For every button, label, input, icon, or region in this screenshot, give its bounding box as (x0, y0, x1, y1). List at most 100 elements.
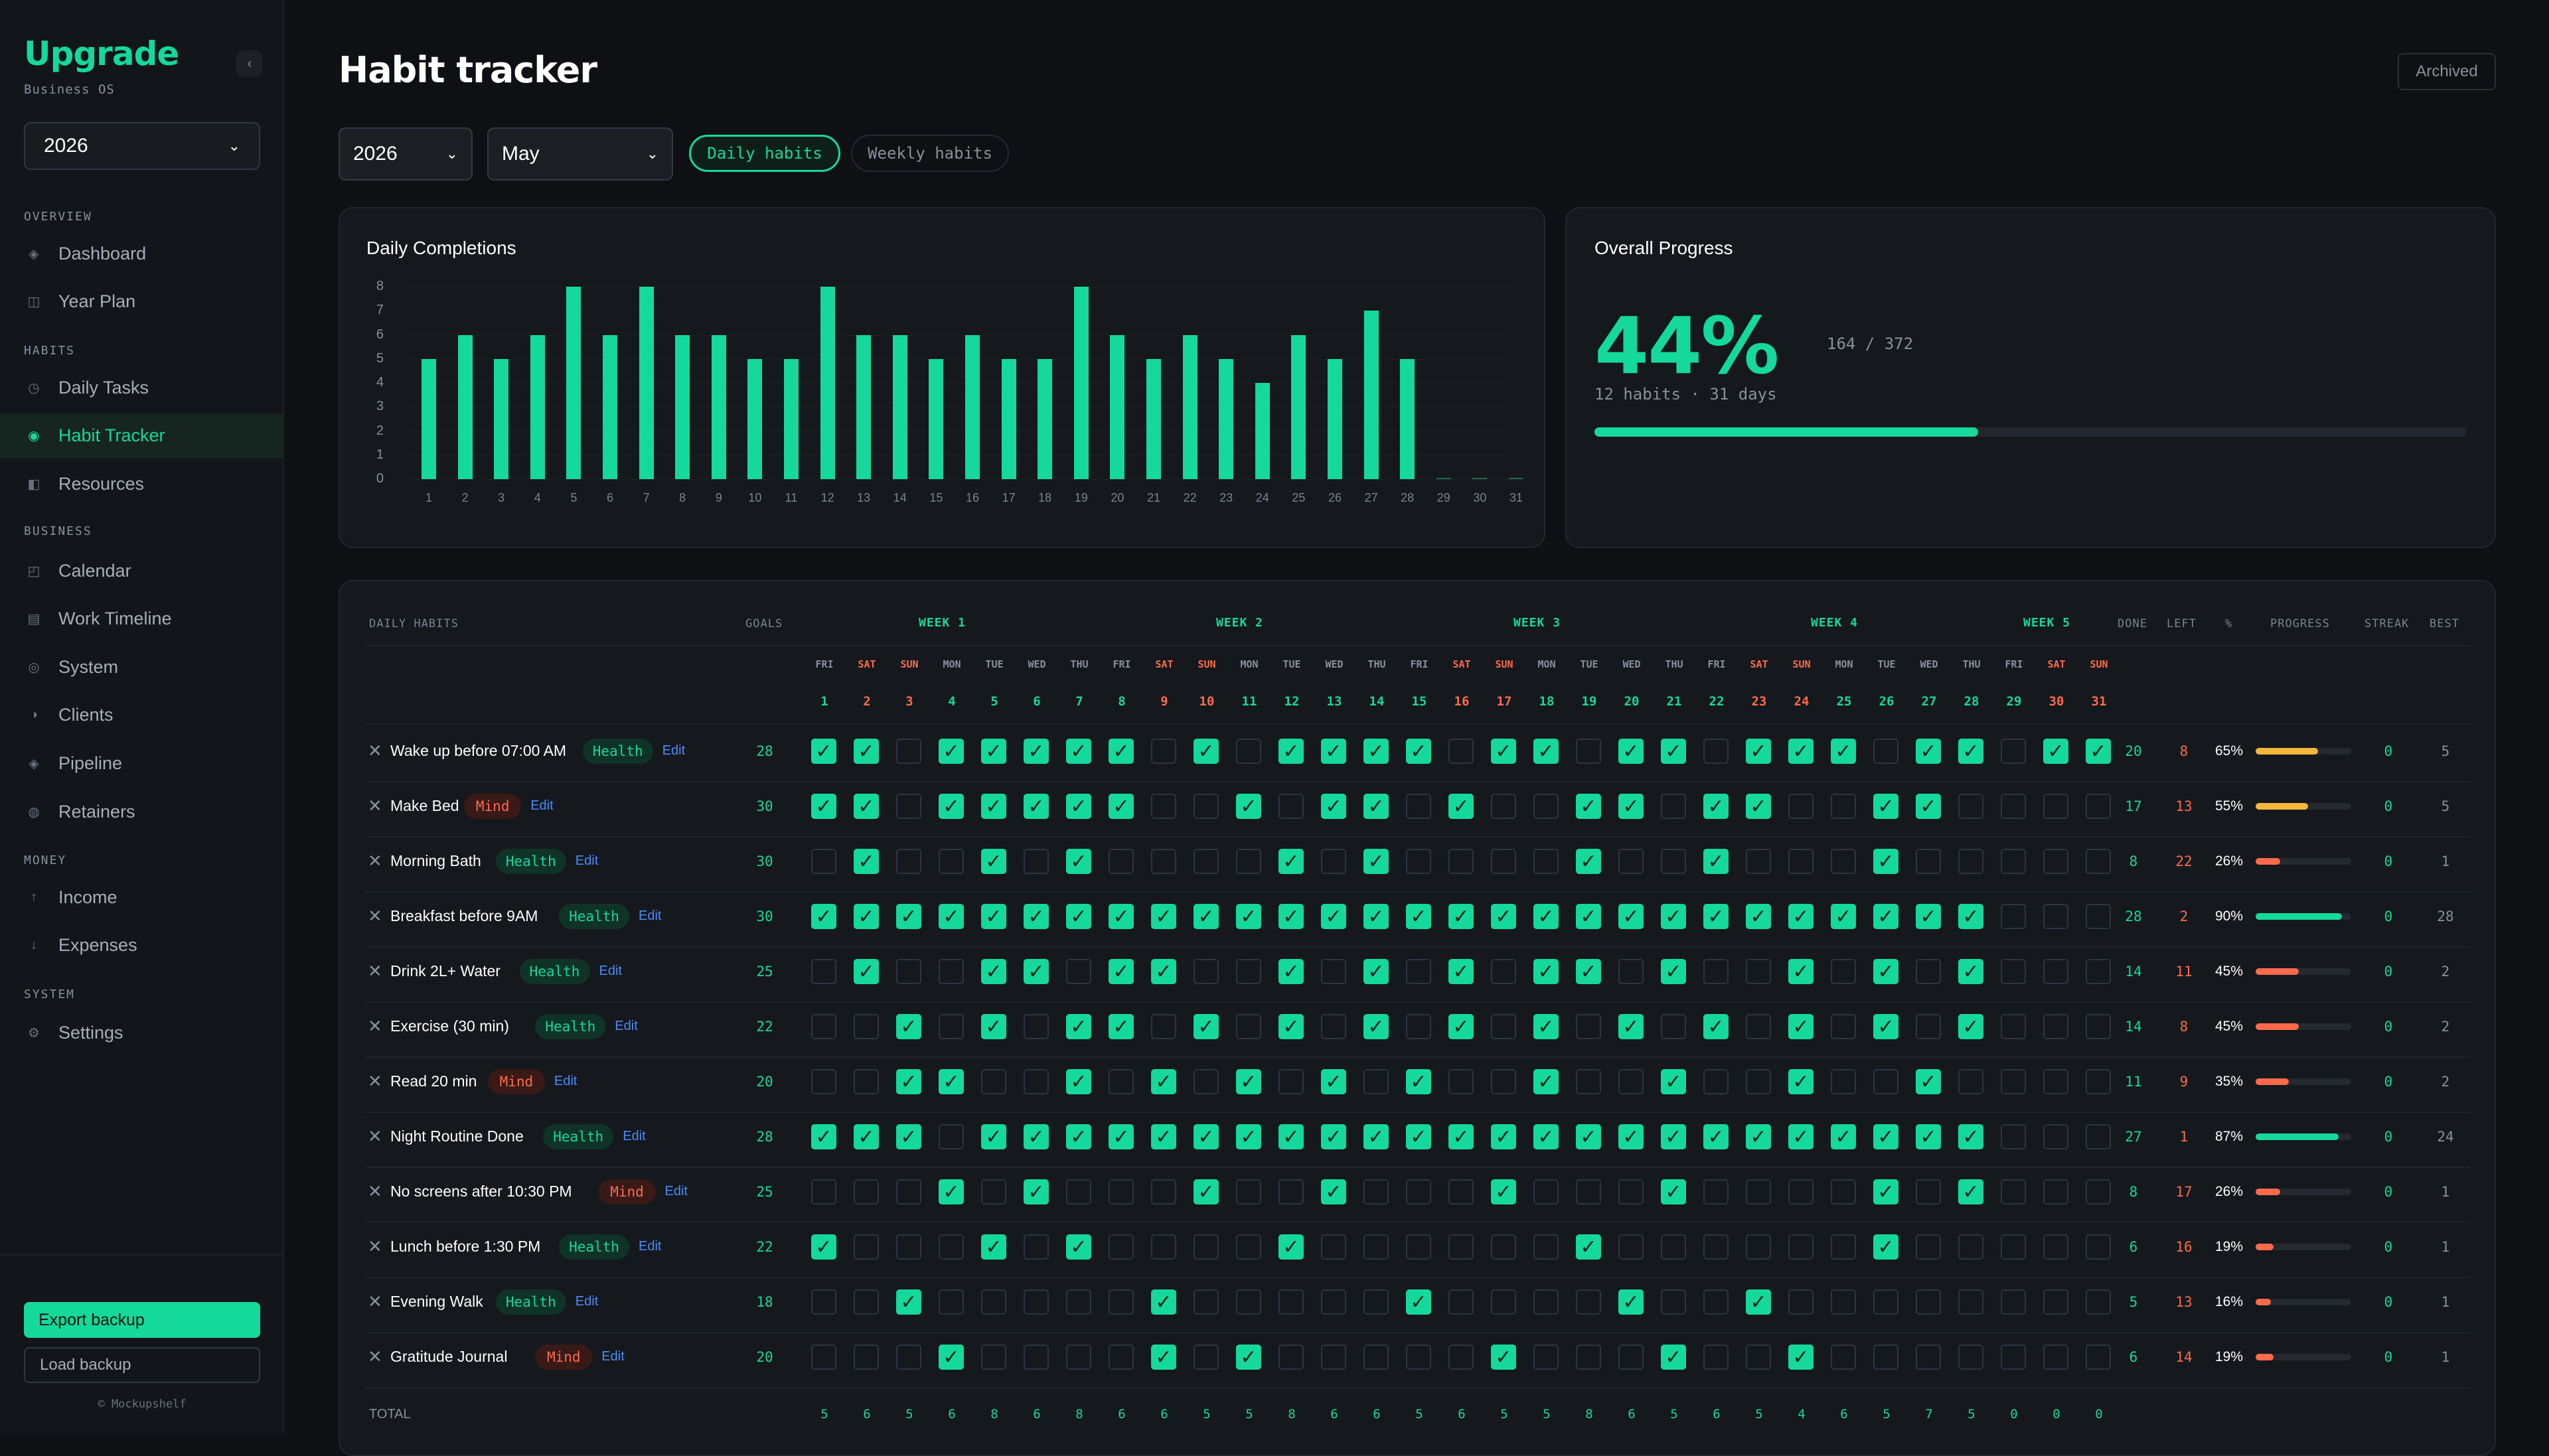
day-checkbox[interactable] (1109, 904, 1134, 929)
day-checkbox[interactable] (1236, 1234, 1261, 1260)
day-checkbox[interactable] (1321, 1014, 1346, 1039)
sidebar-item-year-plan[interactable]: ◫ Year Plan (0, 279, 284, 325)
day-checkbox[interactable] (939, 1234, 964, 1260)
day-checkbox[interactable] (811, 1179, 836, 1204)
day-checkbox[interactable] (1661, 1289, 1686, 1315)
day-checkbox[interactable] (1194, 1234, 1219, 1260)
day-checkbox[interactable] (1278, 1069, 1304, 1094)
delete-habit-icon[interactable]: ✕ (368, 1181, 382, 1201)
day-checkbox[interactable] (1109, 1069, 1134, 1094)
day-checkbox[interactable] (1533, 1289, 1559, 1315)
day-checkbox[interactable] (1363, 1014, 1389, 1039)
day-checkbox[interactable] (896, 1014, 921, 1039)
day-checkbox[interactable] (939, 1289, 964, 1315)
day-checkbox[interactable] (1321, 794, 1346, 819)
day-checkbox[interactable] (854, 1345, 879, 1370)
day-checkbox[interactable] (1448, 1234, 1474, 1260)
day-checkbox[interactable] (896, 1234, 921, 1260)
day-checkbox[interactable] (981, 904, 1006, 929)
day-checkbox[interactable] (1491, 904, 1516, 929)
day-checkbox[interactable] (854, 904, 879, 929)
day-checkbox[interactable] (1363, 1179, 1389, 1204)
day-checkbox[interactable] (1788, 1234, 1814, 1260)
day-checkbox[interactable] (1831, 1345, 1856, 1370)
day-checkbox[interactable] (1831, 794, 1856, 819)
day-checkbox[interactable] (1491, 1289, 1516, 1315)
day-checkbox[interactable] (1363, 739, 1389, 764)
day-checkbox[interactable] (1746, 904, 1771, 929)
day-checkbox[interactable] (1746, 1234, 1771, 1260)
day-checkbox[interactable] (1831, 959, 1856, 984)
day-checkbox[interactable] (811, 904, 836, 929)
day-checkbox[interactable] (1448, 739, 1474, 764)
day-checkbox[interactable] (1151, 959, 1176, 984)
day-checkbox[interactable] (1109, 1289, 1134, 1315)
day-checkbox[interactable] (1151, 1069, 1176, 1094)
day-checkbox[interactable] (1618, 959, 1644, 984)
day-checkbox[interactable] (1278, 794, 1304, 819)
day-checkbox[interactable] (1109, 1345, 1134, 1370)
day-checkbox[interactable] (1958, 1345, 1983, 1370)
day-checkbox[interactable] (1109, 794, 1134, 819)
day-checkbox[interactable] (1703, 794, 1729, 819)
day-checkbox[interactable] (1363, 1345, 1389, 1370)
day-checkbox[interactable] (1448, 1014, 1474, 1039)
delete-habit-icon[interactable]: ✕ (368, 1016, 382, 1036)
day-checkbox[interactable] (1618, 904, 1644, 929)
day-checkbox[interactable] (2086, 1234, 2111, 1260)
day-checkbox[interactable] (1278, 1124, 1304, 1149)
day-checkbox[interactable] (1363, 1124, 1389, 1149)
day-checkbox[interactable] (1236, 1179, 1261, 1204)
day-checkbox[interactable] (1321, 1289, 1346, 1315)
day-checkbox[interactable] (1194, 959, 1219, 984)
day-checkbox[interactable] (2086, 1179, 2111, 1204)
day-checkbox[interactable] (1236, 849, 1261, 874)
day-checkbox[interactable] (1491, 1179, 1516, 1204)
day-checkbox[interactable] (1491, 739, 1516, 764)
day-checkbox[interactable] (1066, 1289, 1091, 1315)
day-checkbox[interactable] (1151, 739, 1176, 764)
day-checkbox[interactable] (1831, 1124, 1856, 1149)
day-checkbox[interactable] (1066, 1069, 1091, 1094)
day-checkbox[interactable] (896, 1124, 921, 1149)
edit-habit-link[interactable]: Edit (662, 743, 686, 758)
day-checkbox[interactable] (1109, 1234, 1134, 1260)
day-checkbox[interactable] (1024, 1345, 1049, 1370)
day-checkbox[interactable] (981, 849, 1006, 874)
day-checkbox[interactable] (1831, 904, 1856, 929)
day-checkbox[interactable] (1958, 849, 1983, 874)
day-checkbox[interactable] (854, 1289, 879, 1315)
sidebar-item-habit-tracker[interactable]: ◉ Habit Tracker (0, 413, 284, 459)
day-checkbox[interactable] (1278, 1014, 1304, 1039)
day-checkbox[interactable] (1278, 959, 1304, 984)
day-checkbox[interactable] (1576, 1124, 1601, 1149)
day-checkbox[interactable] (1873, 1345, 1898, 1370)
day-checkbox[interactable] (1618, 1069, 1644, 1094)
day-checkbox[interactable] (939, 904, 964, 929)
day-checkbox[interactable] (1576, 739, 1601, 764)
edit-habit-link[interactable]: Edit (575, 853, 599, 868)
day-checkbox[interactable] (811, 739, 836, 764)
tab-daily-habits[interactable]: Daily habits (689, 135, 840, 172)
day-checkbox[interactable] (1618, 1014, 1644, 1039)
day-checkbox[interactable] (1703, 739, 1729, 764)
day-checkbox[interactable] (1533, 849, 1559, 874)
day-checkbox[interactable] (1406, 1124, 1431, 1149)
day-checkbox[interactable] (1491, 959, 1516, 984)
day-checkbox[interactable] (1533, 904, 1559, 929)
day-checkbox[interactable] (1278, 1289, 1304, 1315)
day-checkbox[interactable] (1278, 904, 1304, 929)
sidebar-item-income[interactable]: ↑ Income (0, 875, 284, 920)
day-checkbox[interactable] (1066, 1234, 1091, 1260)
day-checkbox[interactable] (1576, 1289, 1601, 1315)
day-checkbox[interactable] (1533, 959, 1559, 984)
day-checkbox[interactable] (1831, 739, 1856, 764)
day-checkbox[interactable] (2086, 794, 2111, 819)
day-checkbox[interactable] (2043, 1289, 2068, 1315)
day-checkbox[interactable] (1363, 849, 1389, 874)
day-checkbox[interactable] (1109, 959, 1134, 984)
month-select[interactable]: May ⌄ (487, 127, 673, 181)
delete-habit-icon[interactable]: ✕ (368, 741, 382, 761)
day-checkbox[interactable] (1661, 1234, 1686, 1260)
day-checkbox[interactable] (2086, 959, 2111, 984)
